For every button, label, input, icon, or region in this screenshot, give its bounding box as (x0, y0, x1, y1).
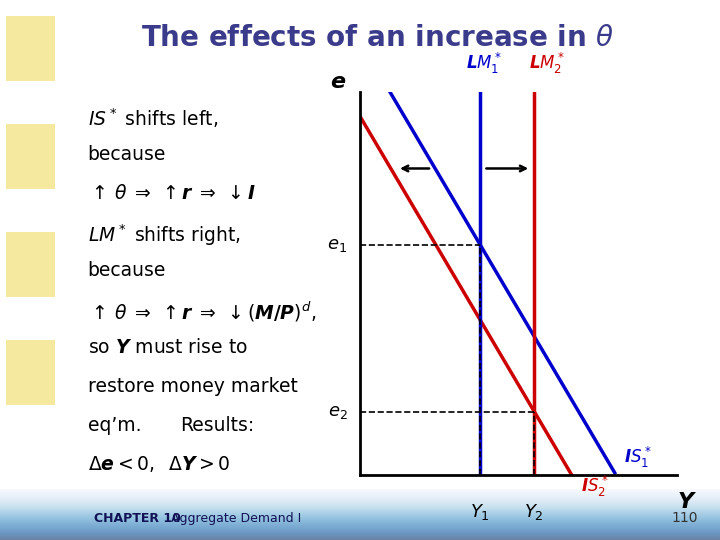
Text: $\boldsymbol{LM_1^*}$: $\boldsymbol{LM_1^*}$ (466, 51, 502, 77)
Text: $\it{LM^*}$ shifts right,: $\it{LM^*}$ shifts right, (88, 222, 240, 248)
Text: so $\boldsymbol{Y}$ must rise to: so $\boldsymbol{Y}$ must rise to (88, 338, 248, 357)
Bar (6, 16, 55, 81)
Text: eq’m.: eq’m. (88, 415, 141, 435)
Text: because: because (88, 261, 166, 280)
Text: $\boldsymbol{e_1}$: $\boldsymbol{e_1}$ (328, 236, 347, 254)
Text: $\boldsymbol{Y_2}$: $\boldsymbol{Y_2}$ (524, 502, 544, 522)
Bar (6, 340, 55, 405)
Text: $\boldsymbol{IS_1^*}$: $\boldsymbol{IS_1^*}$ (624, 445, 652, 470)
Bar (6, 124, 55, 189)
Text: Results:: Results: (180, 415, 254, 435)
Text: $\Delta\boldsymbol{e} < 0,\;\;\Delta\boldsymbol{Y} > 0$: $\Delta\boldsymbol{e} < 0,\;\;\Delta\bol… (88, 454, 230, 474)
Text: $\boldsymbol{IS_2^*}$: $\boldsymbol{IS_2^*}$ (581, 474, 609, 499)
Text: restore money market: restore money market (88, 377, 297, 396)
Text: because: because (88, 145, 166, 164)
Text: $\it{IS^*}$ shifts left,: $\it{IS^*}$ shifts left, (88, 106, 218, 130)
Text: $\boldsymbol{LM_2^*}$: $\boldsymbol{LM_2^*}$ (529, 51, 565, 77)
Bar (6, 232, 55, 297)
Text: $\boldsymbol{e_2}$: $\boldsymbol{e_2}$ (328, 402, 347, 421)
Text: Aggregate Demand I: Aggregate Demand I (155, 512, 301, 525)
Text: 110: 110 (672, 511, 698, 525)
Text: The effects of an increase in $\theta$: The effects of an increase in $\theta$ (141, 24, 614, 52)
Text: $\uparrow\,\theta\;\Rightarrow\;\uparrow\boldsymbol{r}\;\Rightarrow\;\downarrow(: $\uparrow\,\theta\;\Rightarrow\;\uparrow… (88, 300, 316, 324)
Text: $\boldsymbol{Y_1}$: $\boldsymbol{Y_1}$ (470, 502, 490, 522)
Text: $\boldsymbol{Y}$: $\boldsymbol{Y}$ (677, 492, 697, 512)
Text: $\boldsymbol{e}$: $\boldsymbol{e}$ (330, 72, 346, 92)
Text: $\uparrow\,\theta\;\Rightarrow\;\uparrow\boldsymbol{r}\;\Rightarrow\;\downarrow\: $\uparrow\,\theta\;\Rightarrow\;\uparrow… (88, 184, 256, 202)
Text: CHAPTER 10: CHAPTER 10 (94, 512, 181, 525)
